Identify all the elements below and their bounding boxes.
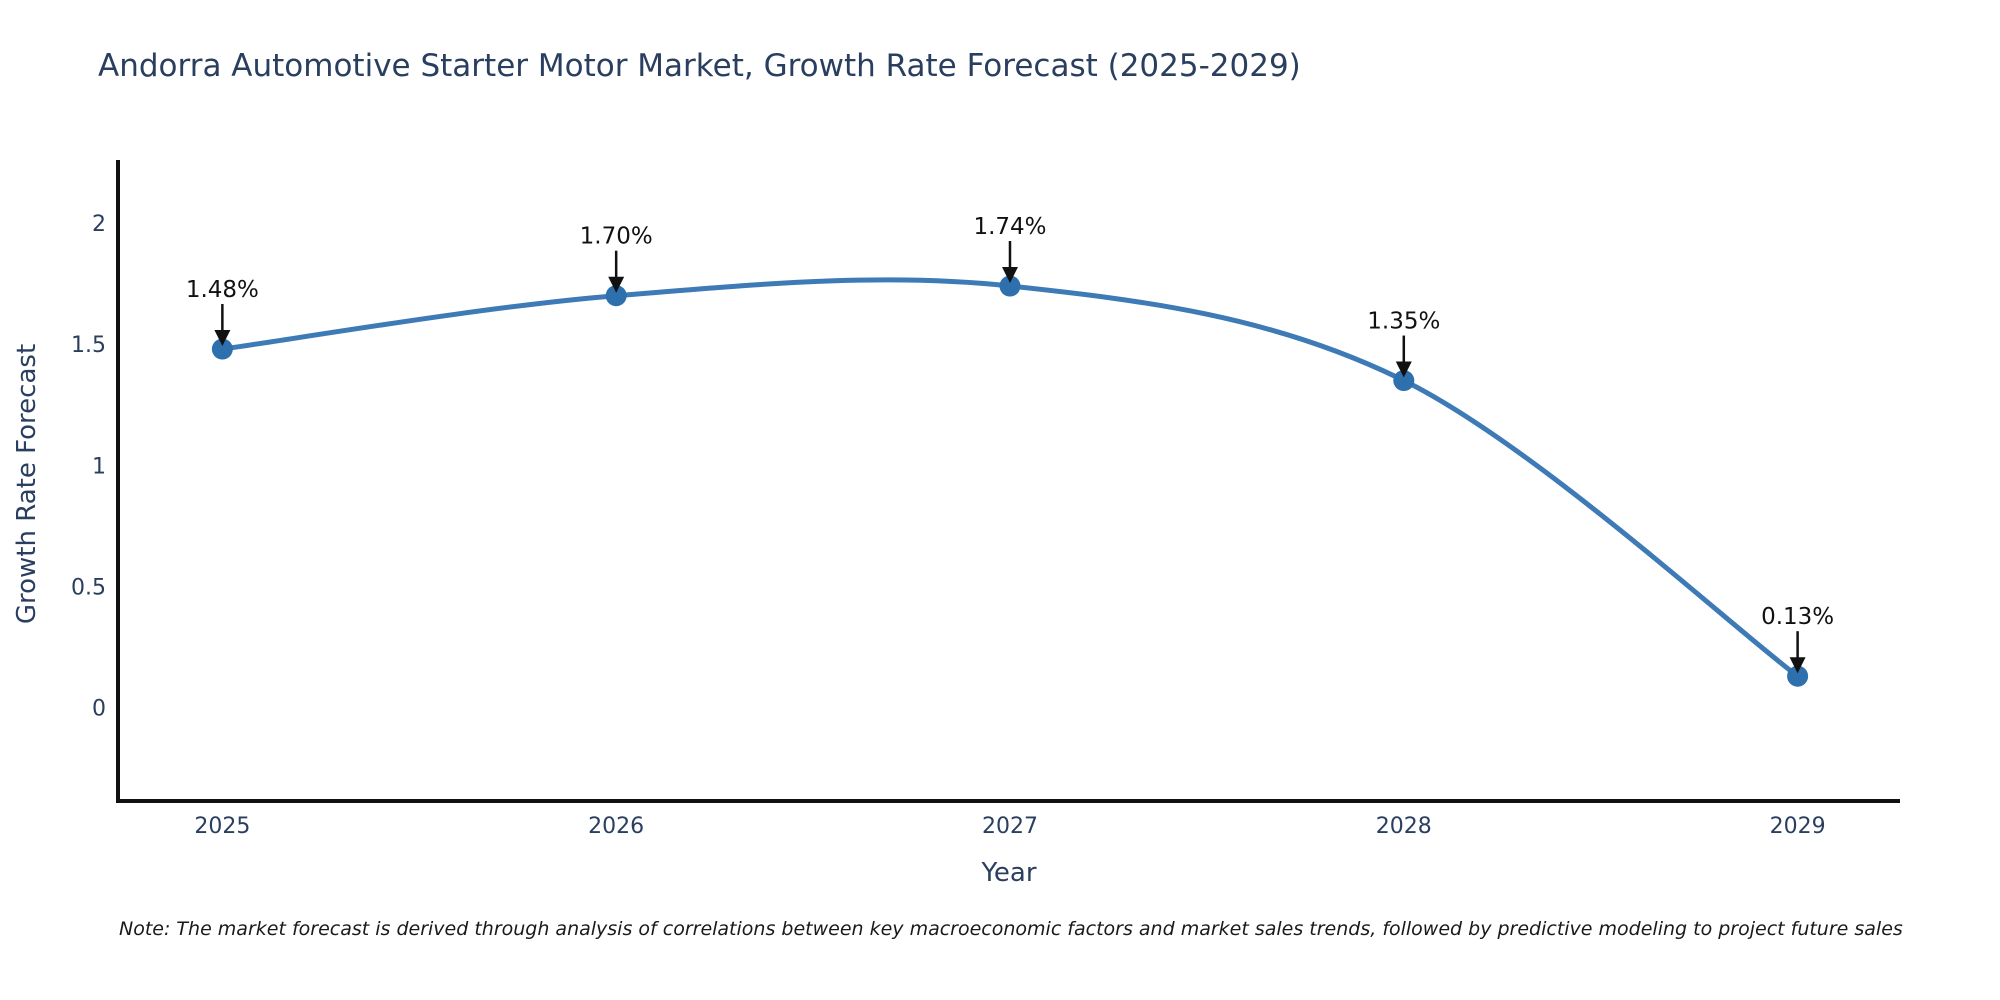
data-point-2028[interactable] — [1393, 370, 1415, 392]
x-tick-label: 2027 — [982, 814, 1038, 839]
forecast-line — [219, 277, 1801, 679]
annotation-arrowhead-icon — [608, 276, 625, 293]
data-point-label: 1.48% — [186, 277, 259, 303]
y-tick-label: 2 — [92, 212, 106, 237]
data-point-label: 1.74% — [973, 214, 1046, 240]
x-tick-label: 2028 — [1376, 814, 1432, 839]
chart-title: Andorra Automotive Starter Motor Market,… — [98, 48, 1301, 84]
data-point-label: 0.13% — [1761, 604, 1834, 630]
x-tick-label: 2029 — [1770, 814, 1826, 839]
data-point-2029[interactable] — [1787, 665, 1809, 687]
data-point-label: 1.35% — [1367, 309, 1440, 335]
annotation-arrowhead-icon — [1001, 267, 1018, 284]
y-tick-label: 0.5 — [71, 576, 106, 601]
annotation-arrowhead-icon — [1395, 361, 1412, 378]
y-tick-label: 0 — [92, 697, 106, 722]
x-axis-title: Year — [981, 858, 1037, 888]
data-point-2025[interactable] — [211, 338, 233, 360]
footnote: Note: The market forecast is derived thr… — [119, 918, 1903, 940]
data-point-2027[interactable] — [999, 275, 1021, 297]
annotation-arrowhead-icon — [214, 330, 231, 347]
data-point-label: 1.70% — [580, 224, 653, 250]
y-tick-label: 1 — [92, 454, 106, 479]
x-tick-label: 2026 — [588, 814, 644, 839]
y-axis-title: Growth Rate Forecast — [12, 343, 42, 625]
data-point-2026[interactable] — [605, 285, 627, 307]
annotation-arrowhead-icon — [1789, 657, 1806, 674]
y-tick-label: 1.5 — [71, 333, 106, 358]
x-tick-label: 2025 — [194, 814, 250, 839]
